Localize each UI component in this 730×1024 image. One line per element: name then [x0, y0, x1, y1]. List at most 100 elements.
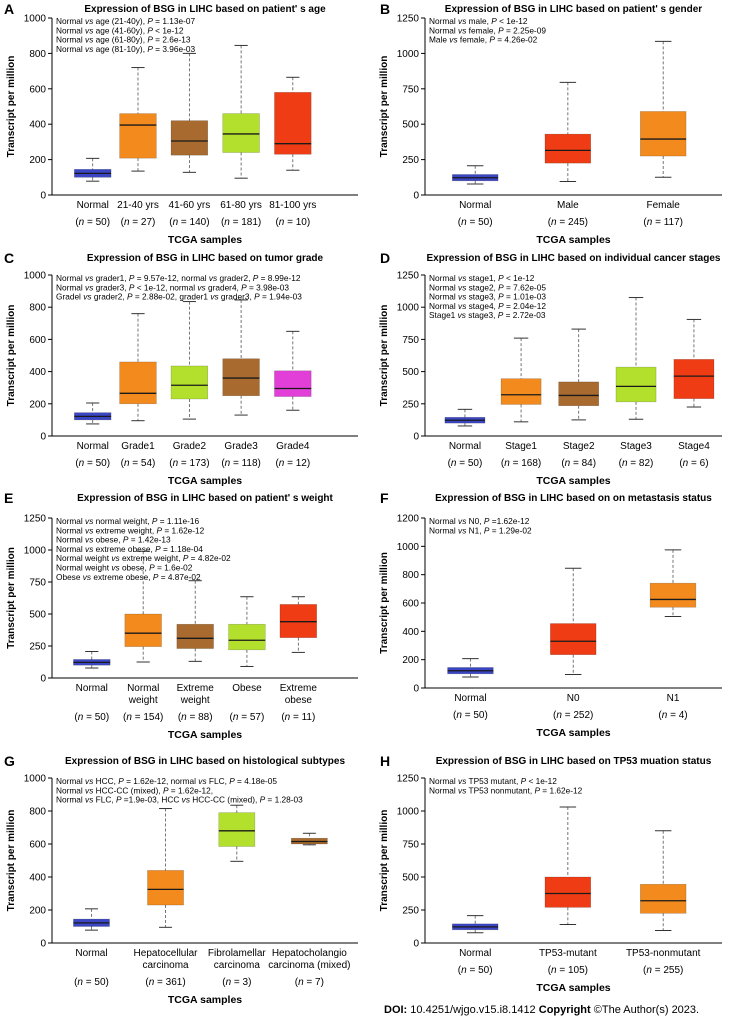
box-iqr: [615, 366, 657, 403]
p-value-annotation: Normal weight vs obese, P = 1.6e-02: [56, 563, 193, 573]
x-sample-count: (n = 54): [121, 458, 156, 469]
p-value-annotation: Normal vs female, P = 2.25e-09: [429, 25, 546, 35]
copyright-label: Copyright: [538, 1004, 591, 1016]
y-tick-label: 0: [413, 432, 419, 443]
box-iqr: [550, 623, 597, 656]
box-group: [170, 52, 209, 173]
x-sample-count: (n = 4): [658, 710, 687, 721]
x-category-label: Normal: [454, 693, 486, 704]
x-sample-count: (n = 10): [275, 217, 310, 228]
y-tick-label: 500: [402, 873, 419, 884]
y-tick-label: 250: [29, 642, 46, 653]
y-tick-label: 0: [40, 432, 46, 443]
box-group: [279, 596, 317, 653]
p-value-annotation: Normal vs FLC, P =1.9e-03, HCC vs HCC-CC…: [56, 795, 303, 805]
p-value-annotation: Normal vs male, P < 1e-12: [429, 16, 528, 26]
box-iqr: [640, 883, 687, 914]
box-group: [274, 330, 312, 411]
box-iqr: [218, 812, 256, 847]
x-category-label: Normal: [449, 441, 481, 452]
p-value-annotation: Normal vs HCC-CC (mixed), P = 1.62e-12,: [56, 785, 213, 795]
x-sample-count: (n = 255): [643, 965, 683, 976]
box-iqr: [147, 870, 184, 906]
box-iqr: [176, 623, 214, 649]
footer-citation: DOI: 10.4251/wjgo.v15.i8.1412 Copyright …: [384, 1004, 699, 1016]
y-axis-label: Transcript per million: [379, 56, 390, 158]
x-sample-count: (n = 361): [145, 977, 185, 988]
y-tick-label: 200: [29, 155, 46, 166]
x-sample-count: (n = 7): [295, 977, 324, 988]
box-group: [73, 651, 111, 669]
x-sample-count: (n = 105): [548, 965, 588, 976]
y-axis-label: Transcript per million: [6, 547, 17, 649]
x-axis-label: TCGA samples: [536, 982, 610, 994]
x-sample-count: (n = 252): [553, 710, 593, 721]
panel-letter: B: [380, 1, 390, 17]
p-value-annotation: Gradel vs grader2, P = 2.88e-02, grader1…: [56, 292, 302, 302]
box-group: [124, 550, 162, 663]
x-sample-count: (n = 50): [75, 217, 110, 228]
y-tick-label: 800: [29, 807, 46, 818]
p-value-annotation: Normal vs extreme weight, P = 1.62e-12: [56, 525, 205, 535]
box-group: [228, 596, 266, 667]
y-tick-label: 750: [402, 335, 419, 346]
x-category-label: Male: [557, 200, 579, 211]
x-axis-label: TCGA samples: [536, 727, 610, 739]
box-iqr: [649, 582, 697, 608]
panel-f: F Expression of BSG in LIHC based on on m…: [379, 490, 722, 739]
panel-letter: C: [4, 250, 14, 266]
box-iqr: [222, 358, 260, 397]
x-sample-count: (n = 12): [275, 458, 310, 469]
p-value-annotation: Normal vs TP53 mutant, P < 1e-12: [429, 776, 557, 786]
x-category-label: N0: [567, 693, 580, 704]
y-axis-label: Transcript per million: [6, 56, 17, 158]
x-category-label: Obese: [232, 683, 262, 694]
p-value-annotation: Normal vs N0, P =1.62e-12: [429, 516, 530, 526]
y-tick-label: 200: [29, 906, 46, 917]
p-value-annotation: Normal vs normal weight, P = 1.11e-16: [56, 516, 199, 526]
x-category-label: Grade1: [121, 441, 155, 452]
x-category-label: Extreme: [177, 683, 215, 694]
x-sample-count: (n = 245): [548, 217, 588, 228]
x-axis-label: TCGA samples: [168, 475, 242, 487]
x-category-label: weight: [180, 695, 210, 706]
x-category-label: carcinoma: [142, 960, 189, 971]
x-sample-count: (n = 50): [453, 710, 488, 721]
panel-letter: D: [380, 250, 390, 266]
x-sample-count: (n = 88): [178, 712, 213, 723]
y-tick-label: 1200: [397, 514, 420, 525]
box-group: [649, 549, 697, 617]
x-sample-count: (n = 50): [74, 712, 109, 723]
p-value-annotation: Stage1 vs stage3, P = 2.72e-03: [429, 310, 546, 320]
x-sample-count: (n = 140): [169, 217, 209, 228]
box-iqr: [119, 113, 157, 159]
x-category-label: Normal: [77, 200, 109, 211]
box-group: [290, 832, 328, 846]
panel-letter: F: [380, 490, 389, 506]
x-sample-count: (n = 84): [561, 458, 596, 469]
x-category-label: Grade3: [224, 441, 258, 452]
panel-e: E Expression of BSG in LIHC based on pati…: [4, 490, 358, 741]
y-axis-label: Transcript per million: [379, 305, 390, 407]
box-iqr: [274, 370, 312, 397]
box-iqr: [500, 378, 542, 405]
box-group: [550, 567, 597, 676]
x-axis-label: TCGA samples: [168, 729, 242, 741]
y-tick-label: 800: [402, 570, 419, 581]
p-value-annotation: Normal vs age (21-40y), P = 1.13e-07: [56, 16, 195, 26]
y-tick-label: 1250: [24, 514, 47, 525]
chart-title: Expression of BSG in LIHC based on indiv…: [427, 253, 721, 264]
box-iqr: [558, 381, 600, 407]
y-tick-label: 600: [29, 335, 46, 346]
box-group: [170, 301, 209, 420]
x-sample-count: (n = 82): [619, 458, 654, 469]
y-tick-label: 1250: [397, 774, 420, 785]
doi-label: DOI:: [384, 1004, 408, 1016]
box-group: [176, 580, 214, 662]
x-category-label: Stage3: [620, 441, 652, 452]
x-axis-label: TCGA samples: [536, 234, 610, 246]
chart-title: Expression of BSG in LIHC based on on me…: [435, 493, 712, 504]
y-tick-label: 0: [40, 191, 46, 202]
chart-title: Expression of BSG in LIHC based on histo…: [65, 756, 345, 767]
y-tick-label: 500: [29, 610, 46, 621]
